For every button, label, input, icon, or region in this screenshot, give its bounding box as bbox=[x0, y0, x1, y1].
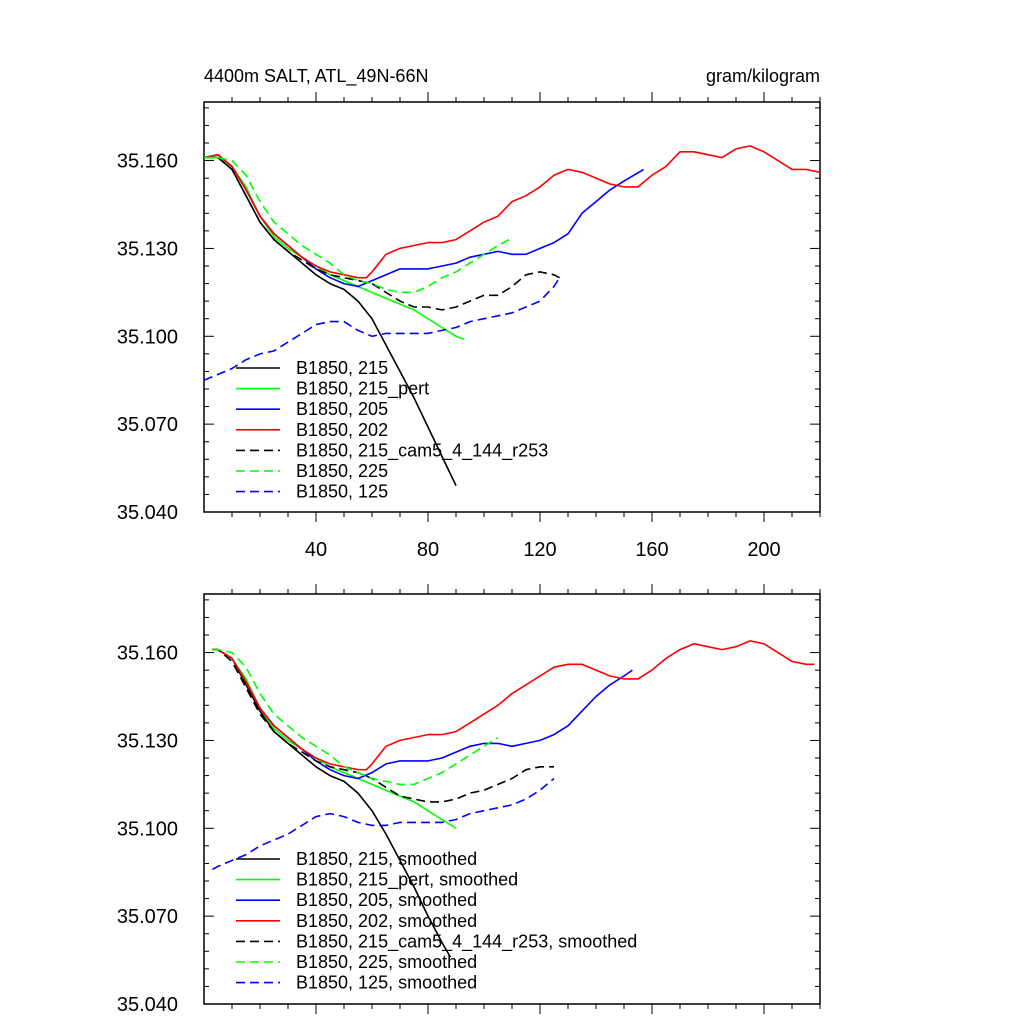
top-panel: 4400m SALT, ATL_49N-66N gram/kilogram 35… bbox=[117, 66, 821, 561]
y-tick-label: 35.040 bbox=[117, 502, 178, 524]
y-tick-label: 35.070 bbox=[117, 414, 178, 436]
y-tick-label: 35.160 bbox=[117, 151, 178, 173]
series-lines bbox=[212, 640, 815, 958]
series-line-b1850-125-smoothed bbox=[212, 777, 555, 871]
y-tick-labels: 35.040 35.070 35.100 35.130 35.160 bbox=[117, 151, 178, 524]
legend-label: B1850, 125 bbox=[296, 482, 388, 502]
series-line-b1850-215-cam5-4-144-r253-smoothed bbox=[212, 648, 554, 803]
series-line-b1850-215-pert-smoothed bbox=[212, 648, 457, 829]
legend-label: B1850, 202, smoothed bbox=[296, 911, 477, 931]
y-tick-label: 35.160 bbox=[117, 643, 178, 665]
series-line-b1850-205-smoothed bbox=[212, 648, 633, 780]
x-tick-label: 80 bbox=[417, 539, 439, 561]
legend-label: B1850, 225 bbox=[296, 461, 388, 481]
legend-label: B1850, 205, smoothed bbox=[296, 890, 477, 910]
series-line-b1850-202 bbox=[203, 145, 821, 279]
x-tick-label: 120 bbox=[523, 539, 556, 561]
legend-label: B1850, 125, smoothed bbox=[296, 973, 477, 993]
series-line-b1850-125 bbox=[203, 277, 561, 381]
legend-label: B1850, 215, smoothed bbox=[296, 849, 477, 869]
legend-label: B1850, 215_cam5_4_144_r253, smoothed bbox=[296, 931, 637, 952]
chart-title: 4400m SALT, ATL_49N-66N bbox=[204, 66, 428, 87]
series-line-b1850-225-smoothed bbox=[212, 648, 499, 786]
series-lines bbox=[203, 145, 821, 486]
x-tick-label: 160 bbox=[635, 539, 668, 561]
axis-ticks bbox=[204, 584, 821, 1014]
y-tick-label: 35.130 bbox=[117, 238, 178, 260]
series-line-b1850-202-smoothed bbox=[212, 640, 815, 771]
y-tick-label: 35.040 bbox=[117, 994, 178, 1016]
units-label: gram/kilogram bbox=[706, 66, 820, 86]
legend-label: B1850, 215_pert, smoothed bbox=[296, 870, 518, 891]
x-tick-label: 40 bbox=[305, 539, 327, 561]
y-tick-label: 35.070 bbox=[117, 906, 178, 928]
x-tick-labels: 40 80 120 160 200 bbox=[305, 539, 781, 561]
series-line-b1850-225 bbox=[204, 156, 510, 294]
legend-label: B1850, 202 bbox=[296, 420, 388, 440]
series-line-b1850-215-pert bbox=[204, 156, 465, 340]
bottom-panel: 35.040 35.070 35.100 35.130 35.160 B1850, 21… bbox=[117, 584, 821, 1016]
y-tick-label: 35.100 bbox=[117, 818, 178, 840]
series-line-b1850-205 bbox=[203, 153, 645, 288]
legend-label: B1850, 215_pert bbox=[296, 379, 429, 400]
legend-label: B1850, 205 bbox=[296, 399, 388, 419]
axis-ticks bbox=[204, 92, 821, 522]
y-tick-labels: 35.040 35.070 35.100 35.130 35.160 bbox=[117, 643, 178, 1016]
series-line-b1850-215-cam5-4-144-r253 bbox=[204, 156, 560, 311]
y-tick-label: 35.100 bbox=[117, 326, 178, 348]
legend-label: B1850, 215_cam5_4_144_r253 bbox=[296, 440, 548, 461]
legend-label: B1850, 215 bbox=[296, 358, 388, 378]
legend-label: B1850, 225, smoothed bbox=[296, 952, 477, 972]
y-tick-label: 35.130 bbox=[117, 730, 178, 752]
series-line-b1850-215-smoothed bbox=[212, 648, 452, 958]
x-tick-label: 200 bbox=[747, 539, 780, 561]
